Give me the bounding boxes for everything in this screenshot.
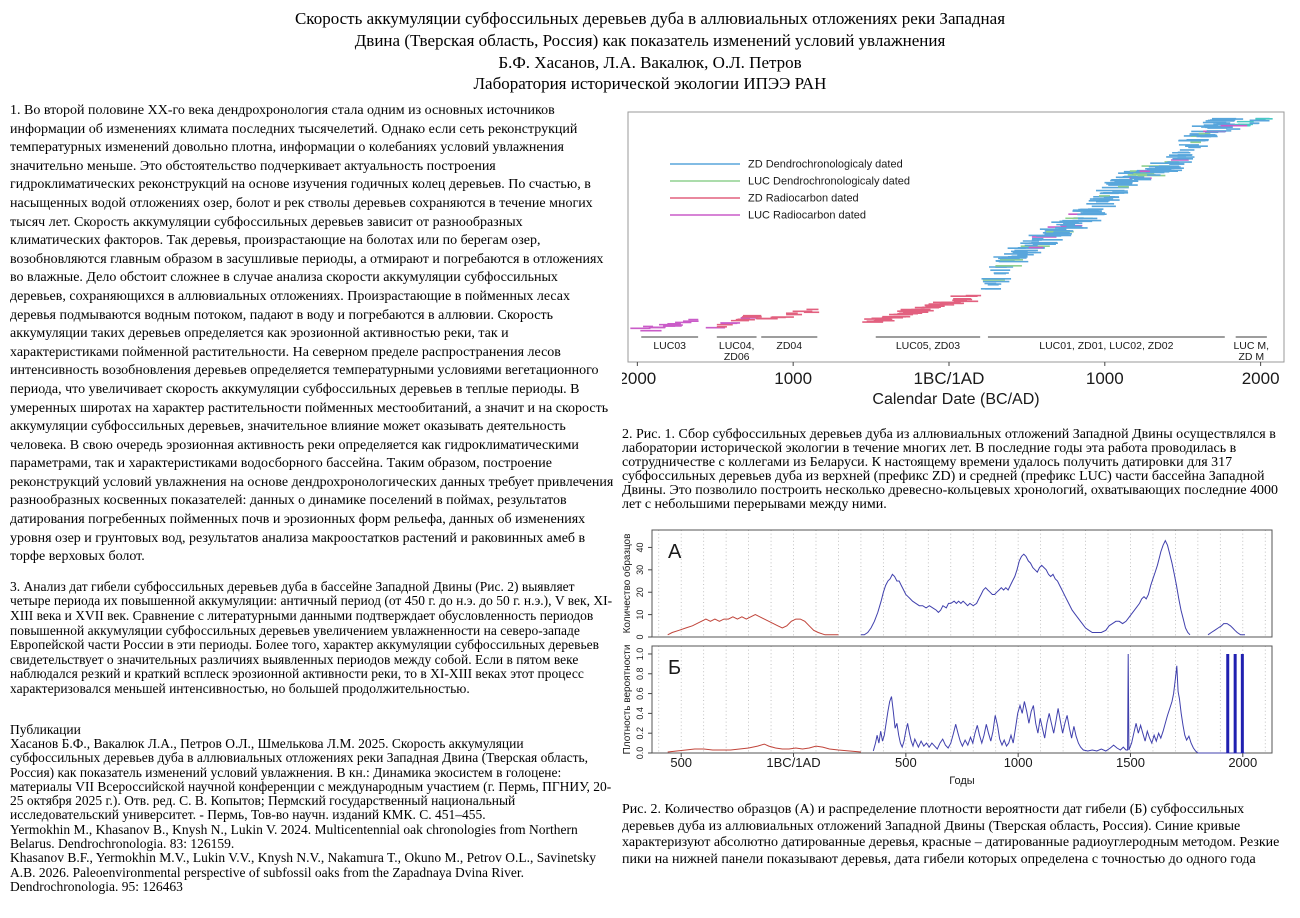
svg-text:LUC Dendrochronologicaly dated: LUC Dendrochronologicaly dated <box>748 176 910 188</box>
svg-text:2000: 2000 <box>622 369 656 388</box>
publication-entry: Yermokhin M., Khasanov B., Knysh N., Luk… <box>10 821 578 852</box>
svg-text:1000: 1000 <box>1086 369 1124 388</box>
series-dendro-density <box>872 653 1246 754</box>
svg-text:Calendar Date (BC/AD): Calendar Date (BC/AD) <box>872 391 1039 408</box>
svg-text:500: 500 <box>895 755 917 770</box>
poster-title-line1: Скорость аккумуляции субфоссильных дерев… <box>294 9 1006 28</box>
publication-entry: Хасанов Б.Ф., Вакалюк Л.А., Петров О.Л.,… <box>10 736 612 823</box>
right-column: ZD Dendrochronologicaly dated LUC Dendroc… <box>618 108 1298 868</box>
svg-text:0.8: 0.8 <box>635 668 645 681</box>
figure1-chronology-groups: LUC03 LUC04,ZD06 ZD04 LUC05, ZD03 LUC01, ZD0… <box>641 336 1269 363</box>
svg-text:1500: 1500 <box>1116 755 1145 770</box>
svg-text:LUC Radiocarbon dated: LUC Radiocarbon dated <box>748 210 866 222</box>
figure1-description: 2. Рис. 1. Сбор субфоссильных деревьев д… <box>622 427 1279 512</box>
poster-affiliation: Лаборатория исторической экологии ИПЭЭ Р… <box>473 74 827 94</box>
svg-text:ZD Radiocarbon dated: ZD Radiocarbon dated <box>748 193 859 205</box>
svg-text:0.2: 0.2 <box>635 727 645 740</box>
svg-text:А: А <box>668 541 682 563</box>
svg-text:1000: 1000 <box>774 369 812 388</box>
poster-authors: Б.Ф. Хасанов, Л.А. Вакалюк, О.Л. Петров <box>498 52 802 72</box>
svg-text:10: 10 <box>635 610 645 620</box>
svg-text:1000: 1000 <box>1004 755 1033 770</box>
svg-text:LUC05, ZD03: LUC05, ZD03 <box>896 340 960 352</box>
svg-text:1BC/1AD: 1BC/1AD <box>766 755 820 770</box>
figure2-x-axis: 500 1BC/1AD 500 1000 1500 2000 Годы <box>670 753 1257 787</box>
svg-text:Плотность вероятности: Плотность вероятности <box>622 645 633 755</box>
poster-title-line2: Двина (Тверская область, Россия) как пок… <box>354 30 946 50</box>
figure1-sample-segments <box>630 117 1273 332</box>
svg-text:LUC M,: LUC M, <box>1233 340 1269 352</box>
figure1-svg: ZD Dendrochronologicaly dated LUC Dendroc… <box>618 111 1285 408</box>
svg-text:2000: 2000 <box>1228 755 1257 770</box>
svg-text:Годы: Годы <box>949 775 975 787</box>
svg-text:ZD04: ZD04 <box>776 340 802 352</box>
svg-text:ZD Dendrochronologicaly dated: ZD Dendrochronologicaly dated <box>748 159 903 171</box>
series-dendro-count-modern <box>1207 623 1245 636</box>
svg-text:30: 30 <box>635 565 645 575</box>
poster-header: Скорость аккумуляции субфоссильных дерев… <box>0 8 1300 95</box>
svg-text:0.4: 0.4 <box>635 707 645 720</box>
svg-text:0.0: 0.0 <box>635 747 645 760</box>
svg-text:500: 500 <box>670 755 692 770</box>
svg-text:LUC03: LUC03 <box>653 340 686 352</box>
svg-text:20: 20 <box>635 587 645 597</box>
svg-text:LUC01, ZD01, LUC02, ZD02: LUC01, ZD01, LUC02, ZD02 <box>1039 340 1173 352</box>
publications-heading: Публикации <box>10 721 81 737</box>
left-column: 1. Во второй половине XX-го века дендрох… <box>10 102 616 894</box>
series-radiocarbon-count <box>667 614 839 636</box>
svg-text:0: 0 <box>635 634 645 639</box>
svg-text:0.6: 0.6 <box>635 687 645 700</box>
publication-entry: Khasanov B.F., Yermokhin M.V., Lukin V.V… <box>10 850 596 894</box>
figure1-legend: ZD Dendrochronologicaly dated LUC Dendroc… <box>670 159 910 222</box>
svg-text:LUC04,: LUC04, <box>719 340 755 352</box>
figure2-timeseries-chart: 0 10 20 30 40 Количество образцов А 0.0 0.2 0.4 0.… <box>621 526 1298 796</box>
svg-text:Б: Б <box>668 657 681 679</box>
series-radiocarbon-density <box>667 743 861 753</box>
svg-text:1BC/1AD: 1BC/1AD <box>914 369 985 388</box>
svg-text:ZD06: ZD06 <box>724 351 750 363</box>
svg-text:2000: 2000 <box>1242 369 1280 388</box>
figure1-x-axis: 2000 1000 1BC/1AD 1000 2000 Calendar Date (BC… <box>618 362 1280 408</box>
intro-paragraph: 1. Во второй половине XX-го века дендрох… <box>10 103 614 565</box>
svg-text:1.0: 1.0 <box>635 648 645 661</box>
svg-text:ZD M: ZD M <box>1238 351 1264 363</box>
figure2-caption: Рис. 2. Количество образцов (А) и распре… <box>622 802 1280 867</box>
figure1-chronology-chart: ZD Dendrochronologicaly dated LUC Dendroc… <box>618 108 1298 408</box>
analysis-paragraph: 3. Анализ дат гибели субфоссильных дерев… <box>10 578 613 696</box>
svg-text:40: 40 <box>635 542 645 552</box>
series-dendro-count <box>860 539 1191 636</box>
svg-text:Количество образцов: Количество образцов <box>622 534 633 634</box>
